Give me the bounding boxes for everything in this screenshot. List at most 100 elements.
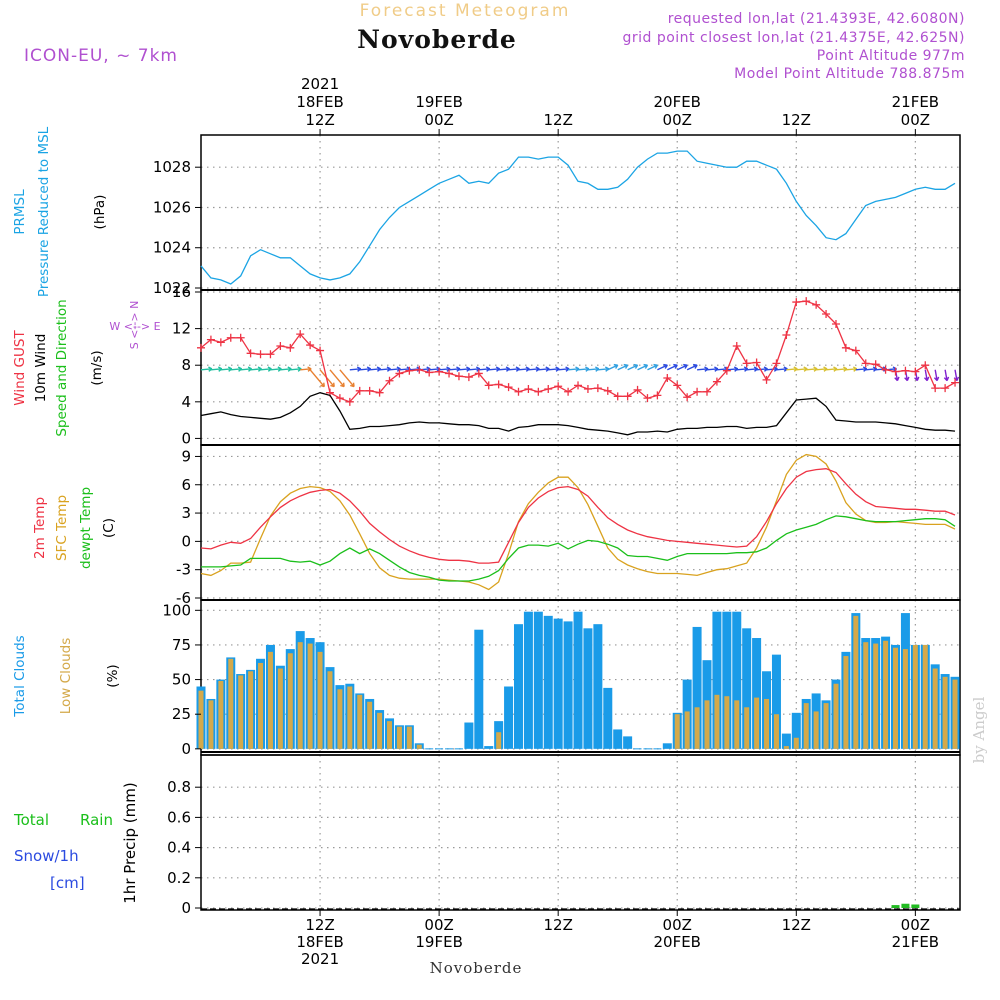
p2-label-wind: 10m Wind [33, 334, 49, 403]
gust-marker [197, 343, 205, 352]
y-tick-label: 25 [172, 705, 191, 723]
p1-label-pressure: Pressure Reduced to MSL [36, 126, 52, 297]
total-cloud-bar [752, 638, 762, 749]
low-cloud-bar [704, 700, 710, 749]
low-cloud-bar [317, 651, 323, 749]
footer-station: Novoberde [430, 959, 523, 977]
x-tick-label-top: 21FEB [892, 93, 939, 111]
gust-marker [762, 375, 771, 384]
p2-compass-ns: S <--> N [128, 301, 141, 350]
total-cloud-bar [583, 628, 593, 749]
credit: by Angel [970, 696, 988, 763]
p4-label-low: Low Clouds [58, 638, 74, 714]
total-cloud-bar [742, 628, 752, 749]
model-altitude: Model Point Altitude 788.875m [734, 66, 965, 82]
total-cloud-bar [623, 736, 633, 749]
low-cloud-bar [347, 686, 353, 749]
gust-marker [564, 387, 573, 396]
total-cloud-bar [484, 746, 494, 749]
gust-marker [822, 309, 831, 318]
gust-marker [871, 360, 880, 369]
low-cloud-bar [208, 700, 214, 749]
wind-arrow [597, 366, 610, 372]
gust-marker [732, 341, 741, 350]
y-tick-label: 0 [181, 899, 191, 917]
gust-marker [613, 392, 622, 401]
low-cloud-bar [883, 640, 889, 749]
wind-arrow [816, 366, 828, 372]
gust-marker [583, 385, 592, 394]
rain-bar [911, 904, 920, 908]
total-cloud-bar [533, 611, 543, 749]
low-cloud-bar [783, 746, 789, 749]
p5-label-snow: Snow/1h [14, 847, 79, 865]
p3-label-sfc: SFC Temp [54, 495, 70, 561]
low-cloud-bar [267, 651, 273, 749]
x-tick-label-top: 00Z [424, 111, 453, 129]
total-cloud-bar [722, 611, 732, 749]
gust-marker [772, 359, 781, 368]
gust-marker [951, 378, 960, 387]
gust-marker [425, 368, 434, 377]
gust-marker [514, 387, 523, 396]
total-cloud-bar [712, 611, 722, 749]
y-tick-label: 50 [172, 671, 191, 689]
point-altitude: Point Altitude 977m [817, 48, 965, 64]
wind-arrow [379, 366, 391, 372]
y-tick-label: 8 [181, 356, 191, 374]
panel-frame [200, 754, 961, 911]
gust-marker [385, 376, 394, 385]
low-cloud-bar [248, 671, 254, 749]
gust-marker [722, 366, 731, 375]
gust-marker [355, 386, 364, 395]
gust-marker [643, 394, 652, 403]
p3-label-dewpt: dewpt Temp [78, 487, 94, 569]
x-tick-label-bottom: 19FEB [415, 933, 462, 951]
total-cloud-bar [613, 729, 623, 749]
y-tick-label: 3 [181, 504, 191, 522]
y-tick-label: 1026 [153, 198, 191, 216]
gust-marker [375, 388, 384, 397]
low-cloud-bar [833, 683, 839, 749]
x-tick-label-bottom: 00Z [424, 916, 453, 934]
requested-coords: requested lon,lat (21.4393E, 42.6080N) [668, 11, 965, 27]
wind-arrow [528, 366, 540, 372]
gust-marker [831, 320, 840, 329]
sfc-temp-line [200, 453, 956, 591]
wind-arrow [498, 366, 511, 372]
gust-marker [593, 384, 602, 393]
gust-marker [712, 377, 721, 386]
low-cloud-bar [902, 649, 908, 749]
panel-frame [200, 444, 961, 601]
low-cloud-bar [724, 696, 730, 749]
x-tick-label-top: 19FEB [415, 93, 462, 111]
pressure-line [200, 150, 956, 285]
gust-marker [544, 385, 553, 394]
gust-marker [683, 393, 692, 402]
low-cloud-bar [823, 703, 829, 749]
supertitle: Forecast Meteogram [360, 1, 571, 21]
low-cloud-bar [337, 689, 343, 749]
low-cloud-bar [952, 679, 958, 749]
wind-arrow [339, 369, 355, 388]
low-cloud-bar [853, 615, 859, 749]
x-tick-label-bottom: 21FEB [892, 933, 939, 951]
low-cloud-bar [297, 642, 303, 749]
x-tick-label-bottom: 00Z [663, 916, 692, 934]
gust-marker [931, 384, 940, 393]
y-tick-label: 1028 [153, 158, 191, 176]
wind-arrow [647, 363, 659, 371]
wind-arrow [776, 366, 788, 372]
y-tick-label: 0.4 [167, 839, 191, 857]
wind-arrow [806, 366, 818, 372]
total-cloud-bar [791, 712, 801, 749]
low-cloud-bar [912, 644, 918, 749]
wind-arrow [845, 366, 858, 372]
gust-marker [603, 386, 612, 395]
wind-arrow [933, 369, 940, 382]
gust-marker [752, 358, 761, 367]
gust-marker [286, 343, 295, 352]
total-cloud-bar [523, 611, 533, 749]
gust-marker [574, 381, 583, 390]
